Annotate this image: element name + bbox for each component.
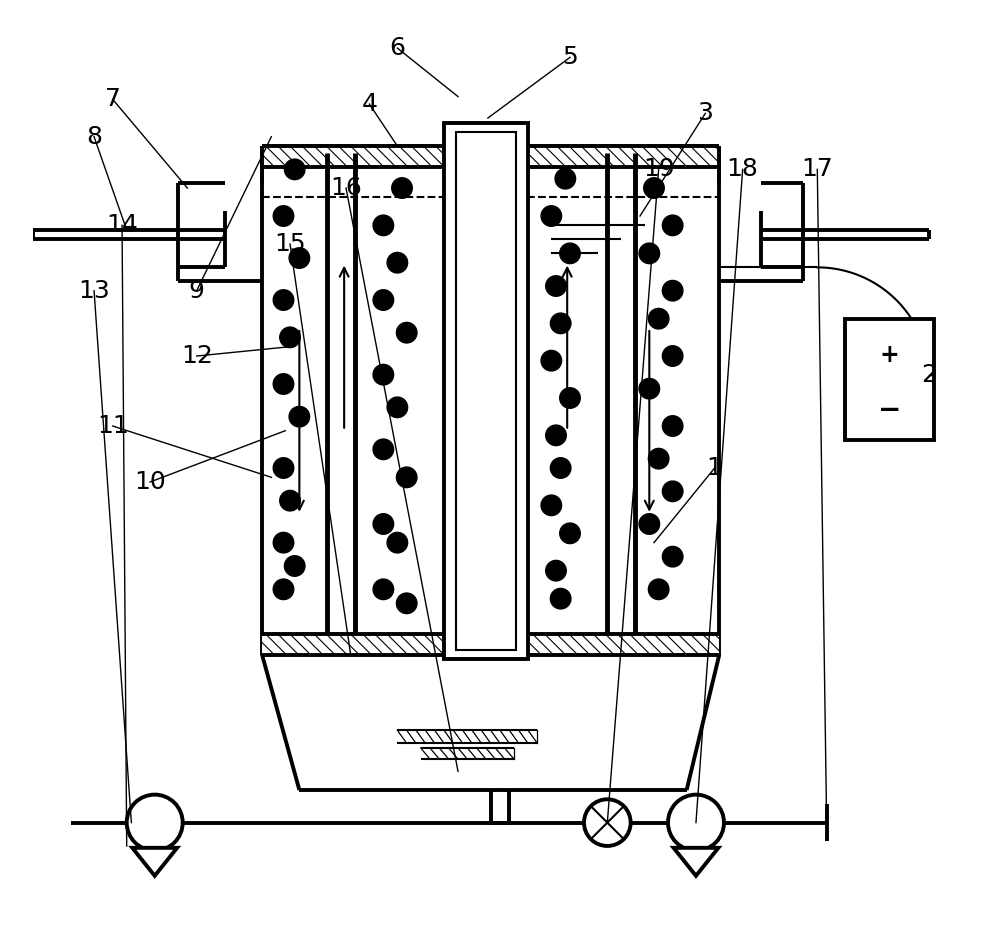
Text: 15: 15 <box>274 232 306 256</box>
Text: 9: 9 <box>189 279 205 302</box>
Circle shape <box>284 159 305 180</box>
Text: −: − <box>878 396 901 424</box>
Circle shape <box>639 378 660 399</box>
Bar <box>444 123 528 659</box>
Circle shape <box>373 514 394 534</box>
Circle shape <box>396 322 417 343</box>
Circle shape <box>541 350 562 371</box>
Text: 13: 13 <box>78 279 110 302</box>
Circle shape <box>662 416 683 436</box>
Polygon shape <box>132 848 177 876</box>
Text: 12: 12 <box>181 344 213 368</box>
Circle shape <box>289 406 310 427</box>
Text: 17: 17 <box>801 157 833 182</box>
Circle shape <box>639 243 660 264</box>
Circle shape <box>648 448 669 469</box>
Circle shape <box>373 579 394 600</box>
Circle shape <box>648 309 669 329</box>
Circle shape <box>639 514 660 534</box>
Circle shape <box>662 345 683 366</box>
Circle shape <box>560 523 580 544</box>
Circle shape <box>668 795 724 851</box>
Circle shape <box>373 364 394 385</box>
Circle shape <box>280 327 300 347</box>
Text: 10: 10 <box>134 470 166 494</box>
Text: 11: 11 <box>97 414 129 438</box>
Circle shape <box>273 373 294 394</box>
Circle shape <box>387 533 408 553</box>
Text: 14: 14 <box>106 213 138 238</box>
Circle shape <box>273 533 294 553</box>
Text: 4: 4 <box>361 92 377 116</box>
Circle shape <box>662 215 683 236</box>
Circle shape <box>550 458 571 478</box>
Circle shape <box>541 206 562 227</box>
Bar <box>456 132 516 650</box>
Circle shape <box>550 589 571 609</box>
Circle shape <box>273 206 294 227</box>
Bar <box>262 146 719 167</box>
Circle shape <box>127 795 183 851</box>
Text: 19: 19 <box>643 157 675 182</box>
Bar <box>845 318 934 440</box>
Circle shape <box>273 458 294 478</box>
Circle shape <box>273 579 294 600</box>
Circle shape <box>546 561 566 581</box>
Circle shape <box>387 397 408 417</box>
Circle shape <box>662 281 683 301</box>
Circle shape <box>546 276 566 297</box>
Circle shape <box>648 579 669 600</box>
Text: 5: 5 <box>562 45 578 69</box>
Circle shape <box>284 556 305 577</box>
Text: 1: 1 <box>707 456 723 480</box>
Text: 3: 3 <box>697 101 713 125</box>
Circle shape <box>662 547 683 567</box>
Circle shape <box>373 290 394 311</box>
Text: 7: 7 <box>105 87 121 111</box>
Circle shape <box>373 215 394 236</box>
Circle shape <box>644 178 664 198</box>
Bar <box>262 634 719 654</box>
Circle shape <box>387 253 408 273</box>
Text: +: + <box>880 344 899 367</box>
Circle shape <box>662 481 683 502</box>
Circle shape <box>584 799 631 846</box>
Circle shape <box>560 388 580 408</box>
Circle shape <box>396 467 417 488</box>
Polygon shape <box>674 848 718 876</box>
Text: 16: 16 <box>330 176 362 200</box>
Circle shape <box>392 178 412 198</box>
Text: 18: 18 <box>727 157 759 182</box>
Text: 6: 6 <box>389 37 405 60</box>
Circle shape <box>373 439 394 460</box>
Circle shape <box>289 248 310 269</box>
Text: 8: 8 <box>86 124 102 149</box>
Circle shape <box>555 168 576 189</box>
Circle shape <box>546 425 566 446</box>
Circle shape <box>560 243 580 264</box>
Circle shape <box>550 313 571 333</box>
Circle shape <box>396 593 417 614</box>
Circle shape <box>280 490 300 511</box>
Circle shape <box>541 495 562 516</box>
Circle shape <box>273 290 294 311</box>
Text: 2: 2 <box>921 362 937 387</box>
